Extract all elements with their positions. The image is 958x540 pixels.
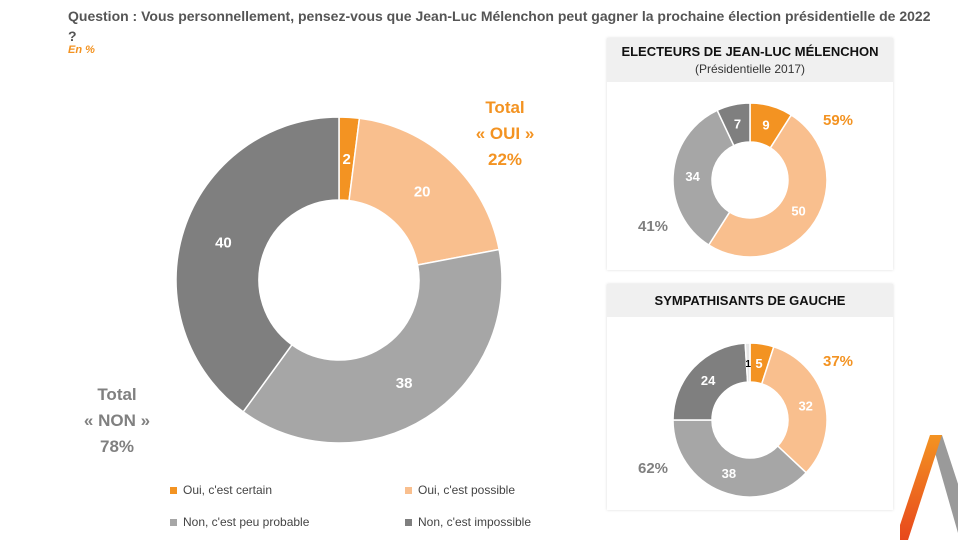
donut-slice (760, 345, 828, 474)
total-oui-label2: « OUI » (475, 124, 535, 143)
donut-slice (242, 248, 503, 444)
donut-slice (672, 109, 735, 247)
legend-item: Oui, c'est possible (405, 483, 515, 497)
data-label: 50 (791, 203, 805, 218)
legend-label: Oui, c'est certain (183, 483, 272, 497)
panel-title: ELECTEURS DE JEAN-LUC MÉLENCHON (621, 44, 879, 59)
data-label: 32 (798, 398, 812, 413)
unit-label: En % (68, 44, 95, 56)
panel-subtitle: (Présidentielle 2017) (694, 62, 806, 76)
data-label: 2 (342, 151, 350, 168)
legend-item: Non, c'est impossible (405, 515, 531, 529)
data-label: 34 (685, 169, 700, 184)
electeurs-non-pct: 41% (638, 218, 669, 235)
data-label: 9 (762, 117, 769, 132)
legend-swatch (170, 486, 177, 494)
electeurs-oui-pct: 59% (823, 112, 854, 129)
data-label: 5 (755, 356, 762, 371)
total-non: Total « NON » 78% (72, 382, 162, 460)
data-label: 40 (215, 235, 232, 252)
total-non-label: Total (97, 385, 137, 404)
data-label: 38 (396, 375, 413, 392)
sympathisants-oui-pct: 37% (823, 353, 854, 370)
total-oui-label: Total (485, 98, 525, 117)
total-oui: Total « OUI » 22% (470, 95, 540, 173)
total-oui-value: 22% (487, 150, 523, 169)
total-non-label2: « NON » (83, 411, 151, 430)
donut-slice (744, 342, 751, 383)
panel-title: SYMPATHISANTS DE GAUCHE (654, 293, 846, 308)
legend-swatch (170, 518, 177, 526)
legend-item: Non, c'est peu probable (170, 515, 309, 529)
legend-item: Oui, c'est certain (170, 483, 272, 497)
legend-label: Non, c'est peu probable (183, 515, 310, 529)
donut-slice (707, 113, 828, 258)
data-label: 24 (701, 373, 716, 388)
legend-label: Oui, c'est possible (418, 483, 516, 497)
data-label: 1 (745, 359, 751, 370)
legend-swatch (405, 518, 412, 526)
donut-slice (175, 116, 340, 413)
data-label: 38 (722, 466, 736, 481)
sympathisants-non-pct: 62% (638, 460, 669, 477)
donut-slice (672, 419, 808, 498)
question: Question : Vous personnellement, pensez-… (68, 8, 931, 44)
logo-icon (900, 435, 958, 540)
legend-label: Non, c'est impossible (418, 515, 532, 529)
data-label: 20 (414, 184, 431, 201)
total-non-value: 78% (99, 437, 135, 456)
donut-slice (716, 102, 751, 147)
donut-slice (348, 117, 500, 266)
legend-swatch (405, 486, 412, 494)
data-label: 7 (734, 116, 741, 131)
